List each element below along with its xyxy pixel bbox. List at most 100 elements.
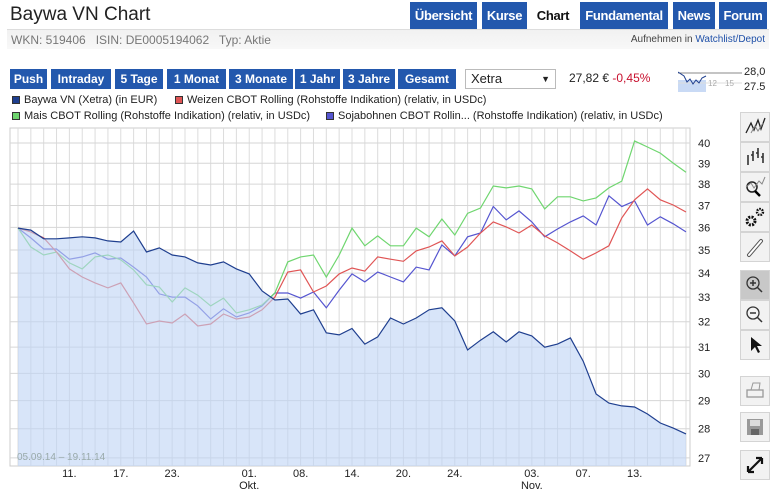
x-tick-label: 17. bbox=[106, 468, 136, 480]
exchange-select[interactable]: Xetra ▼ bbox=[465, 69, 556, 89]
y-tick-label: 27 bbox=[698, 453, 710, 465]
print-button[interactable] bbox=[740, 376, 770, 406]
settings-button[interactable] bbox=[740, 202, 770, 232]
y-tick-label: 29 bbox=[698, 396, 710, 408]
legend-swatch bbox=[326, 112, 334, 120]
mini-tick: 12 bbox=[708, 79, 717, 88]
tab-forum[interactable]: Forum bbox=[719, 2, 767, 29]
y-tick-label: 36 bbox=[698, 222, 710, 234]
y-tick-label: 32 bbox=[698, 317, 710, 329]
watchlist-prefix: Aufnehmen in bbox=[630, 34, 696, 45]
legend-item[interactable]: Mais CBOT Rolling (Rohstoffe Indikation)… bbox=[12, 110, 310, 122]
link-button[interactable] bbox=[740, 232, 770, 262]
line-chart-button[interactable] bbox=[740, 112, 770, 142]
print-icon bbox=[746, 382, 764, 398]
x-tick-month: Okt. bbox=[239, 480, 260, 492]
watchlist-prompt: Aufnehmen in Watchlist/Depot bbox=[631, 34, 765, 45]
x-tick-label: 14. bbox=[337, 468, 367, 480]
y-tick-label: 30 bbox=[698, 368, 710, 380]
indicator-search-icon bbox=[745, 176, 766, 197]
watchlist-link[interactable]: Watchlist/Depot bbox=[695, 34, 765, 45]
mini-label-high: 28,0 bbox=[744, 66, 766, 78]
zoom-out-button[interactable] bbox=[740, 300, 770, 330]
x-tick-label: 01. Okt. bbox=[234, 468, 264, 492]
info-bar: WKN: 519406 ISIN: DE0005194062 Typ: Akti… bbox=[7, 29, 769, 49]
fullscreen-icon bbox=[746, 456, 764, 474]
y-tick-label: 31 bbox=[698, 342, 710, 354]
tab-fundamental[interactable]: Fundamental bbox=[580, 2, 668, 29]
pointer-icon bbox=[751, 337, 762, 353]
timeframe-intraday[interactable]: Intraday bbox=[51, 69, 111, 89]
page-title: Baywa VN Chart bbox=[10, 4, 151, 25]
timeframe-3-monate[interactable]: 3 Monate bbox=[229, 69, 293, 89]
timeframe-5-tage[interactable]: 5 Tage bbox=[115, 69, 163, 89]
indicator-search-button[interactable] bbox=[740, 172, 770, 202]
x-tick-day: 17. bbox=[113, 468, 129, 480]
zoom-in-button[interactable] bbox=[740, 270, 770, 300]
x-tick-day: 11. bbox=[62, 468, 77, 480]
timeframe-1-jahr[interactable]: 1 Jahr bbox=[295, 69, 340, 89]
save-button[interactable] bbox=[740, 412, 770, 442]
x-tick-label: 08. bbox=[286, 468, 316, 480]
ohlc-chart-icon bbox=[747, 148, 764, 165]
chevron-down-icon: ▼ bbox=[541, 74, 550, 84]
price-chart[interactable]: 27 28 29 30 31 32 33 34 35 36 37 38 39 40 bbox=[0, 0, 735, 496]
timeframe-1-monat[interactable]: 1 Monat bbox=[167, 69, 226, 89]
x-tick-day: 23. bbox=[164, 468, 180, 480]
timeframe-gesamt[interactable]: Gesamt bbox=[398, 69, 456, 89]
legend-item[interactable]: Weizen CBOT Rolling (Rohstoffe Indikatio… bbox=[175, 94, 486, 106]
y-tick-label: 39 bbox=[698, 158, 710, 170]
x-tick-day: 07. bbox=[575, 468, 591, 480]
y-tick-label: 37 bbox=[698, 200, 710, 212]
y-tick-label: 40 bbox=[698, 138, 710, 150]
x-tick-day: 24. bbox=[447, 468, 463, 480]
x-tick-label: 20. bbox=[388, 468, 418, 480]
exchange-value: Xetra bbox=[471, 71, 503, 86]
legend-swatch bbox=[175, 96, 183, 104]
timeframe-push[interactable]: Push bbox=[10, 69, 47, 89]
price-change: -0,45% bbox=[612, 71, 651, 85]
save-icon bbox=[747, 419, 763, 435]
y-tick-label: 28 bbox=[698, 424, 710, 436]
y-tick-label: 34 bbox=[698, 268, 710, 280]
x-tick-label: 03. Nov. bbox=[517, 468, 547, 492]
series-line bbox=[17, 227, 687, 435]
x-tick-day: 20. bbox=[395, 468, 412, 480]
legend-swatch bbox=[12, 112, 20, 120]
legend-label: Sojabohnen CBOT Rollin... (Rohstoffe Ind… bbox=[338, 110, 663, 122]
y-tick-label: 33 bbox=[698, 292, 710, 304]
price: 27,82 € bbox=[569, 71, 610, 85]
series-area bbox=[18, 228, 686, 466]
tab-news[interactable]: News bbox=[673, 2, 715, 29]
x-tick-label: 13. bbox=[620, 468, 650, 480]
fullscreen-button[interactable] bbox=[740, 450, 770, 480]
mini-tick: 15 bbox=[725, 79, 734, 88]
x-tick-day: 03. bbox=[524, 468, 540, 480]
legend-swatch bbox=[12, 96, 20, 104]
x-tick-day: 14. bbox=[344, 468, 360, 480]
ohlc-chart-button[interactable] bbox=[740, 142, 770, 172]
x-tick-month: Nov. bbox=[520, 480, 543, 492]
timeframe-3-jahre[interactable]: 3 Jahre bbox=[343, 69, 395, 89]
legend-label: Mais CBOT Rolling (Rohstoffe Indikation)… bbox=[24, 110, 311, 122]
x-tick-label: 11. bbox=[54, 468, 84, 480]
legend-label: Weizen CBOT Rolling (Rohstoffe Indikatio… bbox=[187, 94, 487, 106]
y-tick-label: 38 bbox=[698, 179, 710, 191]
tab-chart[interactable]: Chart bbox=[530, 2, 576, 29]
mini-label-low: 27.5 bbox=[744, 81, 766, 93]
tab-bersicht[interactable]: Übersicht bbox=[410, 2, 477, 29]
x-tick-day: 13. bbox=[626, 468, 643, 480]
y-tick-label: 35 bbox=[698, 245, 710, 257]
tab-kurse[interactable]: Kurse bbox=[482, 2, 527, 29]
pointer-button[interactable] bbox=[740, 330, 770, 360]
quote: 27,82 € -0,45% bbox=[569, 71, 650, 85]
zoom-out-icon bbox=[746, 306, 763, 323]
mini-chart[interactable]: 12 15 28,0 27.5 bbox=[678, 66, 778, 94]
legend-item[interactable]: Baywa VN (Xetra) (in EUR) bbox=[12, 94, 157, 106]
legend-item[interactable]: Sojabohnen CBOT Rollin... (Rohstoffe Ind… bbox=[326, 110, 663, 122]
security-info: WKN: 519406 ISIN: DE0005194062 Typ: Akti… bbox=[11, 33, 271, 47]
x-tick-day: 08. bbox=[292, 468, 309, 480]
zoom-in-icon bbox=[746, 276, 763, 293]
x-tick-label: 07. bbox=[568, 468, 598, 480]
link-icon bbox=[747, 239, 763, 257]
